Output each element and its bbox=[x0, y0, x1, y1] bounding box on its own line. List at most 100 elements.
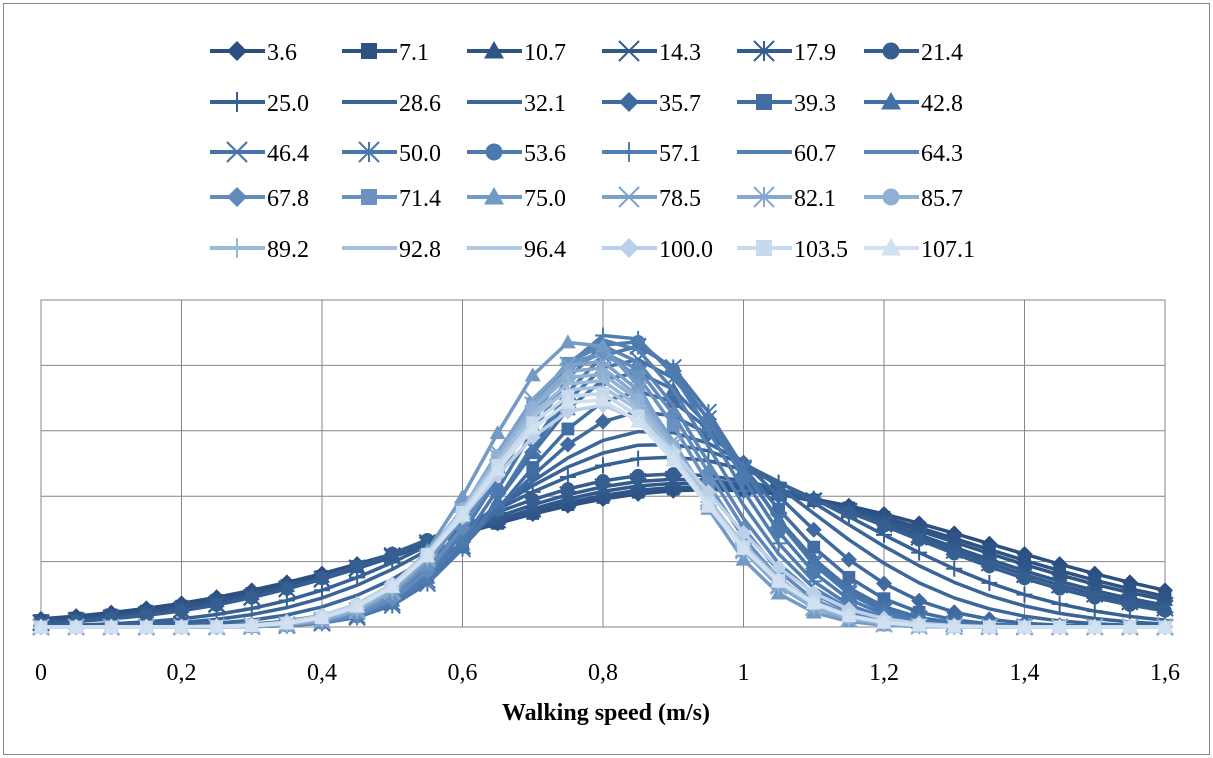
series-point bbox=[840, 508, 857, 525]
series-point bbox=[946, 618, 963, 633]
legend-swatch-marker bbox=[484, 41, 504, 59]
series-point bbox=[314, 609, 330, 624]
series-point bbox=[1157, 618, 1173, 633]
legend-swatch-marker bbox=[226, 141, 248, 163]
series-point bbox=[385, 546, 400, 561]
series-point bbox=[524, 420, 541, 435]
series-point bbox=[665, 452, 682, 467]
series-point bbox=[946, 560, 963, 577]
series-32.1 bbox=[40, 429, 1166, 629]
legend-swatch-marker bbox=[881, 238, 901, 256]
legend-label: 92.8 bbox=[399, 237, 441, 263]
series-point bbox=[559, 334, 576, 349]
legend-label: 50.0 bbox=[399, 141, 441, 167]
series-point bbox=[561, 422, 575, 436]
legend-item: 92.8 bbox=[342, 237, 441, 263]
series-point bbox=[209, 598, 224, 612]
legend-swatch-marker bbox=[361, 189, 377, 205]
legend-swatch-marker bbox=[227, 238, 247, 258]
series-point bbox=[911, 617, 928, 632]
legend-swatch-marker bbox=[882, 42, 900, 60]
series-point bbox=[700, 422, 717, 439]
x-axis: 0 0,2 0,4 0,6 0,8 1 1,2 1,4 1,6 bbox=[35, 660, 1180, 686]
legend-swatch-marker bbox=[227, 92, 247, 112]
legend-label: 10.7 bbox=[524, 40, 566, 66]
series-point bbox=[524, 367, 541, 382]
series-point bbox=[243, 617, 260, 632]
series-point bbox=[1158, 604, 1172, 618]
series-point bbox=[981, 618, 998, 633]
series-point bbox=[349, 569, 366, 586]
series-point bbox=[876, 614, 892, 629]
legend-item: 100.0 bbox=[602, 237, 713, 263]
series-point bbox=[630, 330, 647, 347]
legend-swatch-marker bbox=[485, 143, 503, 161]
x-tick-label: 0 bbox=[35, 660, 47, 686]
legend-swatch-marker bbox=[753, 40, 775, 62]
series-point bbox=[596, 474, 610, 488]
legend-item: 3.6 bbox=[210, 40, 297, 66]
legend-label: 46.4 bbox=[267, 141, 309, 167]
series-point bbox=[877, 518, 891, 533]
legend-item: 17.9 bbox=[737, 40, 836, 66]
series-point bbox=[805, 521, 822, 538]
series-point bbox=[911, 544, 928, 561]
legend-swatch-marker bbox=[619, 238, 639, 258]
plot-area bbox=[32, 299, 1174, 636]
legend-label: 14.3 bbox=[659, 40, 701, 66]
series-point bbox=[805, 595, 822, 610]
series-point bbox=[876, 526, 892, 543]
legend-item: 32.1 bbox=[467, 91, 566, 117]
legend-label: 3.6 bbox=[267, 40, 297, 66]
series-point bbox=[1051, 595, 1068, 612]
legend-label: 21.4 bbox=[921, 40, 963, 66]
legend-item: 89.2 bbox=[210, 237, 309, 263]
legend-item: 25.0 bbox=[210, 91, 309, 117]
legend-item: 21.4 bbox=[864, 40, 963, 66]
series-point bbox=[595, 392, 611, 407]
legend-label: 107.1 bbox=[921, 237, 975, 263]
series-line bbox=[40, 429, 1166, 629]
legend-item: 60.7 bbox=[737, 141, 836, 167]
legend-item: 39.3 bbox=[737, 91, 836, 117]
series-point bbox=[771, 524, 786, 539]
legend-label: 75.0 bbox=[524, 186, 566, 212]
series-point bbox=[244, 590, 259, 605]
legend-label: 17.9 bbox=[794, 40, 836, 66]
series-point bbox=[1016, 586, 1033, 603]
series-point bbox=[1086, 618, 1103, 633]
legend-swatch-marker bbox=[484, 187, 504, 205]
x-tick-label: 0,8 bbox=[588, 660, 618, 686]
series-point bbox=[526, 461, 540, 474]
legend-swatch-marker bbox=[358, 141, 380, 163]
series-point bbox=[559, 436, 576, 453]
x-tick-label: 1 bbox=[738, 660, 750, 686]
series-point bbox=[559, 394, 576, 409]
series-point bbox=[630, 450, 647, 467]
series-point bbox=[770, 573, 787, 588]
series-point bbox=[419, 548, 436, 563]
legend-label: 42.8 bbox=[921, 91, 963, 117]
legend-label: 35.7 bbox=[659, 91, 701, 117]
series-point bbox=[666, 467, 681, 481]
legend-item: 57.1 bbox=[602, 141, 701, 167]
series-point bbox=[278, 615, 295, 630]
x-tick-label: 0,4 bbox=[307, 660, 337, 686]
series-point bbox=[138, 618, 155, 633]
series-point bbox=[1121, 618, 1138, 633]
series-point bbox=[350, 559, 364, 574]
series-point bbox=[68, 618, 85, 633]
series-point bbox=[770, 535, 787, 552]
series-point bbox=[876, 575, 892, 592]
series-point bbox=[735, 540, 752, 555]
x-tick-label: 1,4 bbox=[1010, 660, 1040, 686]
series-point bbox=[840, 608, 857, 623]
series-point bbox=[1052, 582, 1067, 596]
legend-label: 60.7 bbox=[794, 141, 836, 167]
legend-item: 96.4 bbox=[467, 237, 566, 263]
series-point bbox=[595, 457, 611, 474]
series-point bbox=[807, 540, 821, 554]
legend-label: 96.4 bbox=[524, 237, 566, 263]
legend-swatch-marker bbox=[618, 40, 640, 62]
